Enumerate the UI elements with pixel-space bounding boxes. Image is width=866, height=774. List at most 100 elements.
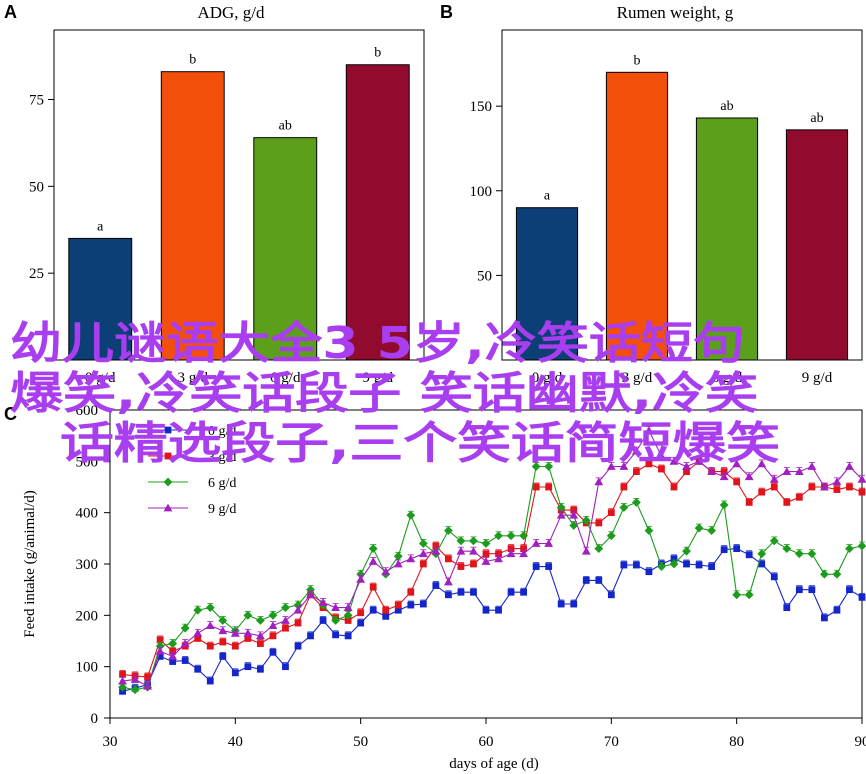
panel-c-data-point — [268, 621, 278, 629]
panel-a-x-tick-label: 0 g/d — [85, 370, 116, 386]
panel-c-x-tick-label: 60 — [479, 734, 494, 750]
panel-c-data-point — [657, 562, 666, 571]
panel-c-data-point — [507, 588, 515, 596]
panel-c-data-point — [783, 604, 791, 612]
panel-c-y-tick-label: 100 — [76, 660, 99, 676]
panel-c-data-point — [581, 515, 591, 525]
panel-b-y-tick-label: 150 — [470, 99, 493, 115]
panel-c-data-point — [243, 610, 253, 620]
panel-c-data-point — [821, 614, 828, 622]
panel-c-data-point — [294, 619, 302, 627]
panel-b-significance-label: a — [544, 189, 551, 204]
panel-c-data-point — [794, 549, 804, 559]
panel-c-data-point — [846, 586, 853, 594]
panel-c-y-tick-label: 500 — [76, 454, 99, 470]
panel-c-data-point — [256, 616, 265, 625]
panel-b-bar — [785, 129, 849, 361]
panel-b-y-tick-label: 100 — [470, 184, 493, 200]
panel-c-data-point — [657, 451, 666, 460]
panel-c-data-point — [118, 682, 127, 692]
panel-c-data-point — [393, 559, 403, 568]
panel-c-data-point — [494, 531, 503, 541]
panel-c-data-point — [231, 669, 239, 677]
panel-c-data-point — [482, 550, 490, 558]
panel-c-data-point — [720, 546, 728, 554]
panel-c-data-point — [445, 591, 452, 599]
panel-c-data-point — [845, 462, 854, 470]
panel-c-data-point — [206, 642, 214, 650]
panel-c-data-point — [155, 641, 165, 651]
panel-c-data-point — [293, 600, 303, 610]
panel-c-data-point — [169, 658, 177, 665]
panel-c-data-point — [708, 563, 715, 570]
panel-c-data-point — [594, 477, 604, 486]
panel-c-legend-label: 6 g/d — [208, 476, 236, 491]
panel-c-data-point — [318, 598, 328, 606]
panel-c-data-point — [469, 536, 478, 546]
panel-c-data-point — [757, 549, 767, 559]
panel-c-data-point — [732, 459, 742, 468]
panel-c-data-point — [670, 555, 678, 563]
panel-c-data-point — [733, 478, 741, 486]
panel-c-data-point — [181, 657, 189, 664]
panel-c-data-point — [130, 675, 140, 683]
panel-c-data-point — [707, 526, 716, 536]
panel-c-legend-marker — [164, 452, 172, 460]
panel-c-data-point — [206, 677, 214, 685]
panel-c-data-point — [520, 545, 527, 552]
panel-c-data-point — [218, 616, 228, 625]
panel-c-series-0 — [119, 544, 866, 695]
panel-c-data-point — [633, 468, 640, 475]
panel-c-data-point — [407, 588, 415, 596]
panel-c-data-point — [683, 468, 690, 475]
panel-c-data-point — [357, 609, 365, 617]
panel-c-data-point — [758, 488, 766, 496]
panel-c-data-point — [770, 573, 778, 581]
panel-c-data-point — [581, 546, 591, 555]
panel-c-data-point — [644, 526, 654, 536]
panel-c-data-point — [469, 546, 478, 555]
panel-b-bar — [515, 207, 579, 361]
panel-c-data-point — [595, 577, 603, 584]
panel-c-x-tick-label: 40 — [228, 734, 243, 750]
panel-c-data-point — [369, 606, 377, 614]
panel-c-data-point — [544, 462, 554, 471]
panel-b-significance-label: b — [634, 53, 641, 68]
panel-c-data-point — [832, 477, 842, 486]
panel-c-legend-label: 9 g/d — [208, 502, 236, 517]
panel-c-data-point — [745, 499, 753, 506]
panel-c-data-point — [606, 531, 616, 541]
panel-c-data-point — [268, 610, 278, 620]
panel-c-data-point — [156, 636, 164, 644]
panel-c-data-point — [470, 588, 477, 596]
panel-c-data-point — [180, 639, 190, 647]
panel-c-data-point — [130, 685, 140, 695]
panel-c-data-point — [282, 624, 289, 632]
panel-c-data-point — [406, 554, 416, 563]
panel-c-data-point — [531, 462, 541, 471]
panel-c-data-point — [506, 531, 516, 541]
panel-c-data-point — [582, 577, 590, 584]
panel-c-data-point — [782, 544, 792, 553]
panel-c-data-point — [306, 590, 315, 599]
panel-c-data-point — [343, 610, 353, 620]
panel-c-data-point — [795, 493, 803, 501]
panel-c-legend: 0 g/d 3 g/d 6 g/d 9 g/d — [148, 424, 236, 517]
panel-c-y-tick-label: 400 — [76, 506, 99, 522]
panel-c-data-point — [205, 621, 215, 629]
panel-c-data-point — [694, 523, 704, 533]
panel-c-data-point — [858, 593, 866, 601]
panel-c-data-point — [481, 557, 491, 565]
panel-c-data-point — [769, 474, 779, 483]
panel-c-legend-marker — [163, 503, 173, 512]
panel-b-x-tick-label: 0 g/d — [532, 370, 563, 386]
panel-c-data-point — [244, 635, 252, 642]
panel-c-data-point — [168, 639, 178, 648]
panel-c-y-tick-label: 300 — [76, 557, 99, 573]
panel-c-data-point — [143, 681, 152, 690]
panel-c-data-point — [418, 539, 428, 548]
panel-c-data-point — [845, 544, 854, 553]
panel-b-significance-label: ab — [810, 111, 823, 126]
panel-a-bar — [160, 71, 225, 361]
panel-c-data-point — [620, 483, 628, 491]
